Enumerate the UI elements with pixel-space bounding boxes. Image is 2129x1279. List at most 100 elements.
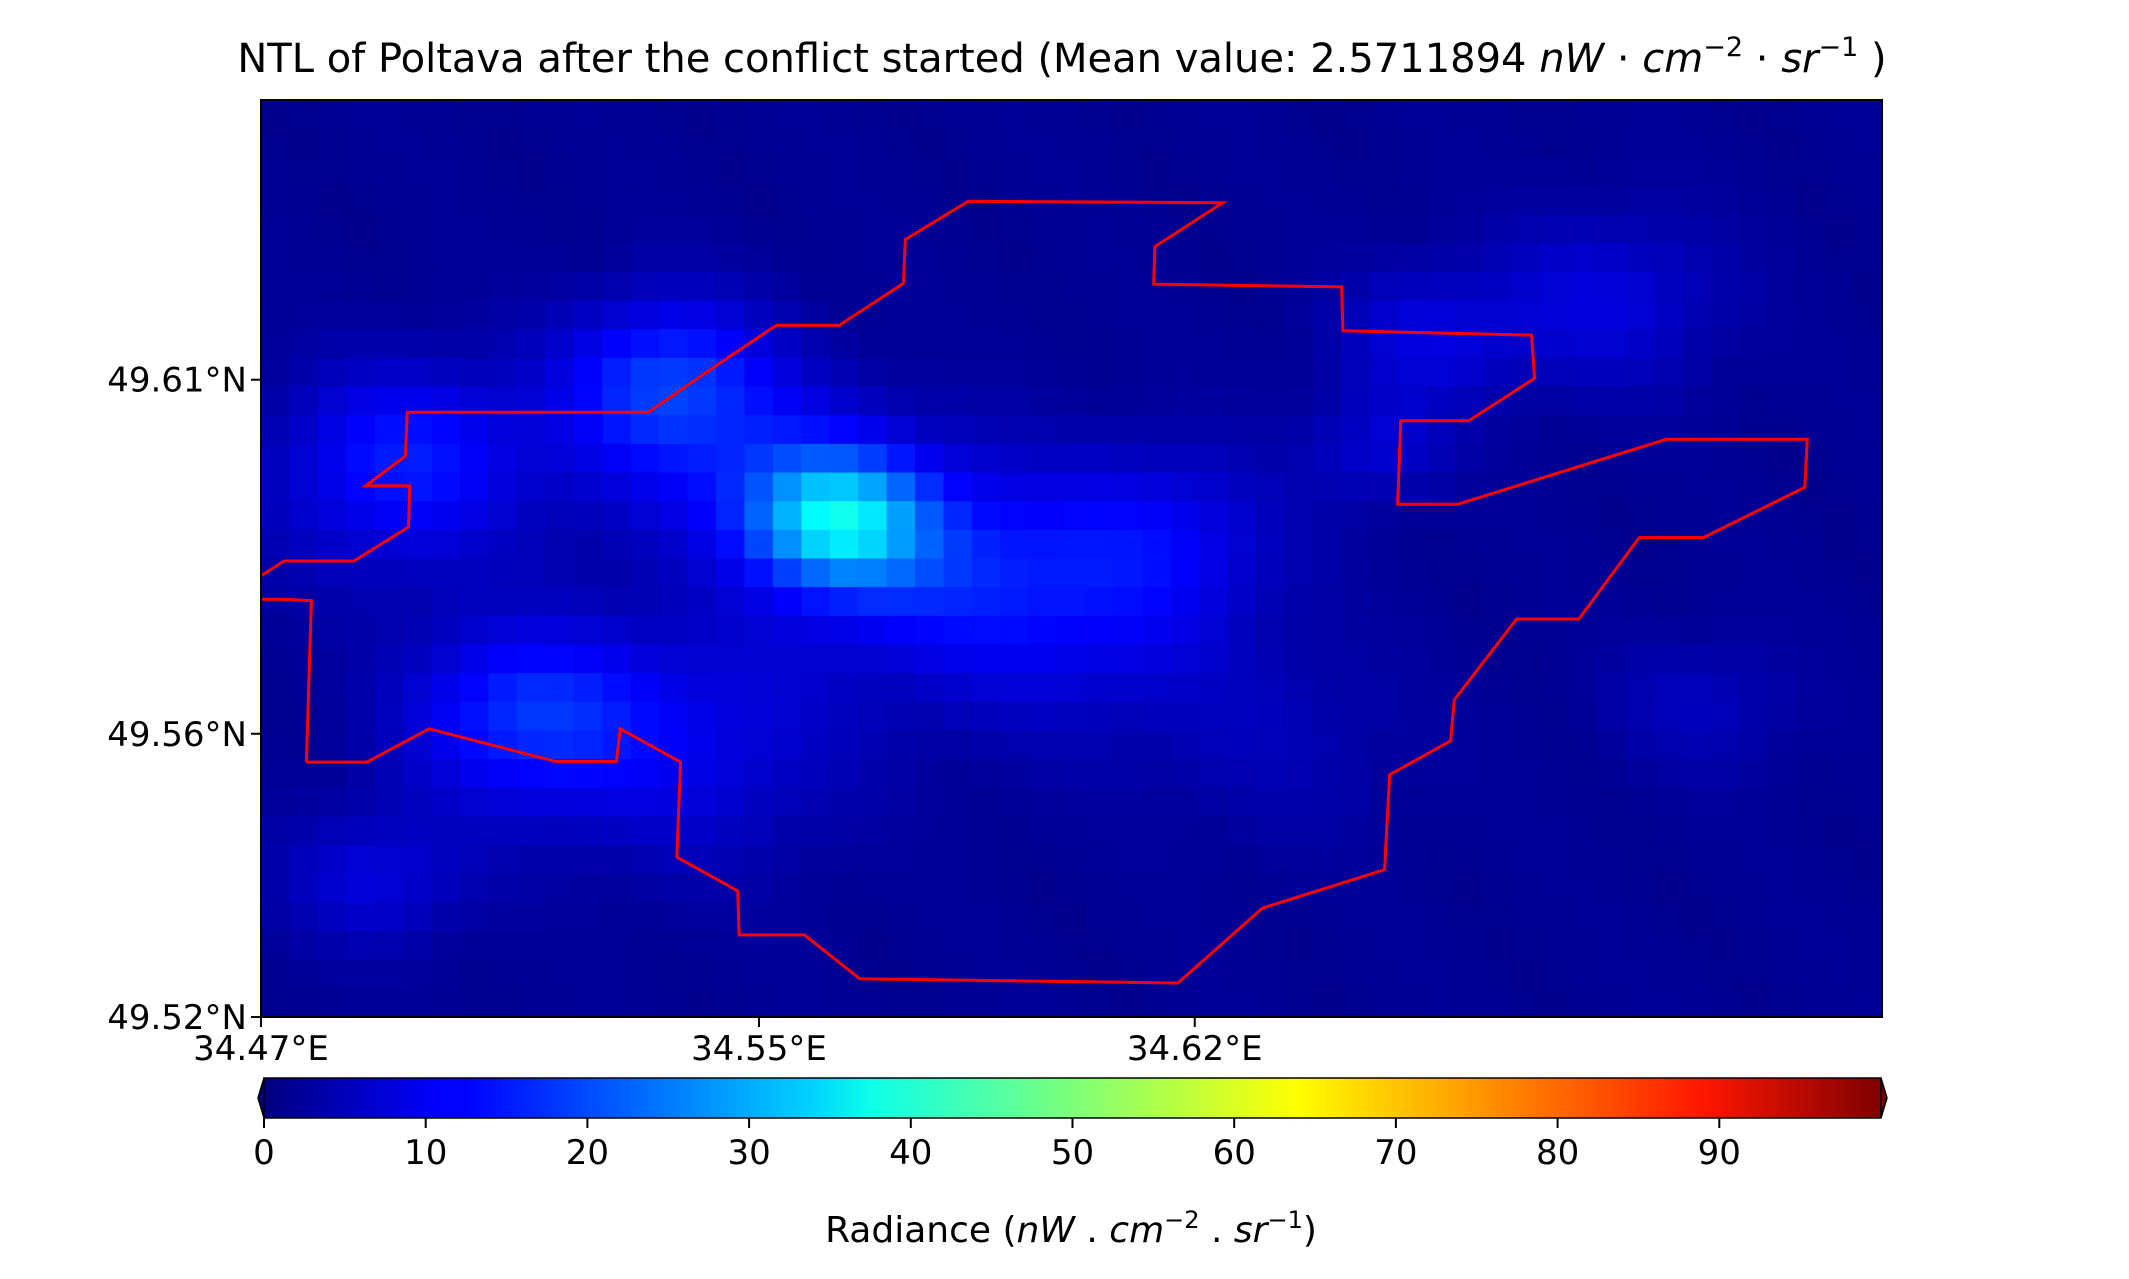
heatmap-cell: [1313, 415, 1343, 445]
heatmap-cell: [1483, 587, 1513, 617]
heatmap-cell: [687, 443, 717, 474]
heatmap-cell: [1711, 443, 1741, 474]
heatmap-cell: [858, 615, 888, 646]
heatmap-cell: [573, 472, 603, 502]
heatmap-cell: [261, 959, 291, 989]
heatmap-cell: [1796, 931, 1826, 961]
heatmap-cell: [1256, 587, 1286, 617]
heatmap-cell: [1199, 214, 1229, 244]
heatmap-cell: [1370, 902, 1400, 932]
heatmap-cell: [488, 415, 518, 445]
colorbar-gradient: [264, 1078, 1881, 1118]
heatmap-cell: [573, 100, 603, 130]
heatmap-cell: [1768, 587, 1798, 617]
heatmap-cell: [545, 988, 575, 1017]
heatmap-cell: [431, 185, 461, 216]
heatmap-cell: [1569, 128, 1599, 158]
heatmap-cell: [1483, 185, 1513, 216]
heatmap-cell: [772, 243, 802, 273]
heatmap-cell: [1512, 243, 1542, 273]
heatmap-cell: [1825, 501, 1855, 531]
heatmap-cell: [1626, 816, 1656, 846]
heatmap-cell: [1028, 959, 1058, 989]
heatmap-cell: [829, 386, 859, 416]
heatmap-cell: [346, 816, 376, 846]
heatmap-cell: [1057, 529, 1087, 560]
heatmap-cell: [630, 615, 660, 646]
heatmap-cell: [1085, 128, 1115, 158]
heatmap-cell: [488, 443, 518, 474]
heatmap-cell: [602, 701, 632, 732]
heatmap-cell: [886, 472, 916, 502]
heatmap-cell: [1682, 185, 1712, 216]
heatmap-cell: [801, 472, 831, 502]
heatmap-cell: [1853, 673, 1882, 703]
heatmap-cell: [801, 329, 831, 359]
heatmap-cell: [1569, 959, 1599, 989]
heatmap-cell: [374, 329, 404, 359]
heatmap-cell: [488, 701, 518, 732]
heatmap-cell: [1370, 787, 1400, 818]
heatmap-cell: [431, 128, 461, 158]
heatmap-cell: [1085, 730, 1115, 760]
heatmap-cell: [374, 100, 404, 130]
heatmap-cell: [289, 501, 319, 531]
heatmap-cell: [1284, 329, 1314, 359]
heatmap-cell: [1227, 759, 1257, 789]
heatmap-cell: [659, 931, 689, 961]
heatmap-cell: [858, 730, 888, 760]
heatmap-cell: [431, 931, 461, 961]
heatmap-cell: [1057, 959, 1087, 989]
heatmap-cell: [801, 271, 831, 302]
heatmap-cell: [1682, 644, 1712, 674]
heatmap-cell: [602, 902, 632, 932]
heatmap-cell: [1256, 100, 1286, 130]
heatmap-cell: [886, 873, 916, 903]
heatmap-cell: [1597, 902, 1627, 932]
heatmap-cell: [1227, 730, 1257, 760]
heatmap-cell: [915, 845, 945, 875]
heatmap-cell: [1256, 959, 1286, 989]
heatmap-cell: [1199, 415, 1229, 445]
heatmap-cell: [1682, 357, 1712, 388]
heatmap-cell: [516, 415, 546, 445]
heatmap-cell: [261, 816, 291, 846]
heatmap-cell: [1796, 873, 1826, 903]
heatmap-cell: [971, 243, 1001, 273]
heatmap-cell: [1682, 845, 1712, 875]
heatmap-cell: [744, 443, 774, 474]
heatmap-cell: [1284, 615, 1314, 646]
heatmap-cell: [431, 300, 461, 330]
heatmap-cell: [1569, 157, 1599, 187]
heatmap-cell: [1028, 787, 1058, 818]
heatmap-cell: [460, 931, 490, 961]
heatmap-cell: [1711, 701, 1741, 732]
heatmap-cell: [772, 443, 802, 474]
heatmap-cell: [1426, 787, 1457, 818]
heatmap-cell: [1825, 644, 1855, 674]
heatmap-cell: [1227, 415, 1257, 445]
heatmap-cell: [261, 931, 291, 961]
heatmap-cell: [346, 615, 376, 646]
heatmap-cell: [1853, 443, 1882, 474]
heatmap-cell: [602, 329, 632, 359]
heatmap-cell: [1768, 100, 1798, 130]
heatmap-cell: [971, 100, 1001, 130]
heatmap-cell: [1796, 157, 1826, 187]
heatmap-cell: [1114, 357, 1144, 388]
heatmap-cell: [971, 787, 1001, 818]
heatmap-cell: [1512, 644, 1542, 674]
heatmap-cell: [1853, 845, 1882, 875]
heatmap-cell: [1739, 185, 1769, 216]
heatmap-cell: [1654, 931, 1684, 961]
heatmap-cell: [602, 271, 632, 302]
heatmap-cell: [602, 128, 632, 158]
heatmap-cell: [261, 472, 291, 502]
heatmap-cell: [516, 931, 546, 961]
heatmap-cell: [829, 271, 859, 302]
heatmap-cell: [374, 357, 404, 388]
heatmap-cell: [1512, 959, 1542, 989]
heatmap-cell: [659, 329, 689, 359]
heatmap-cell: [1768, 128, 1798, 158]
heatmap-cell: [516, 472, 546, 502]
